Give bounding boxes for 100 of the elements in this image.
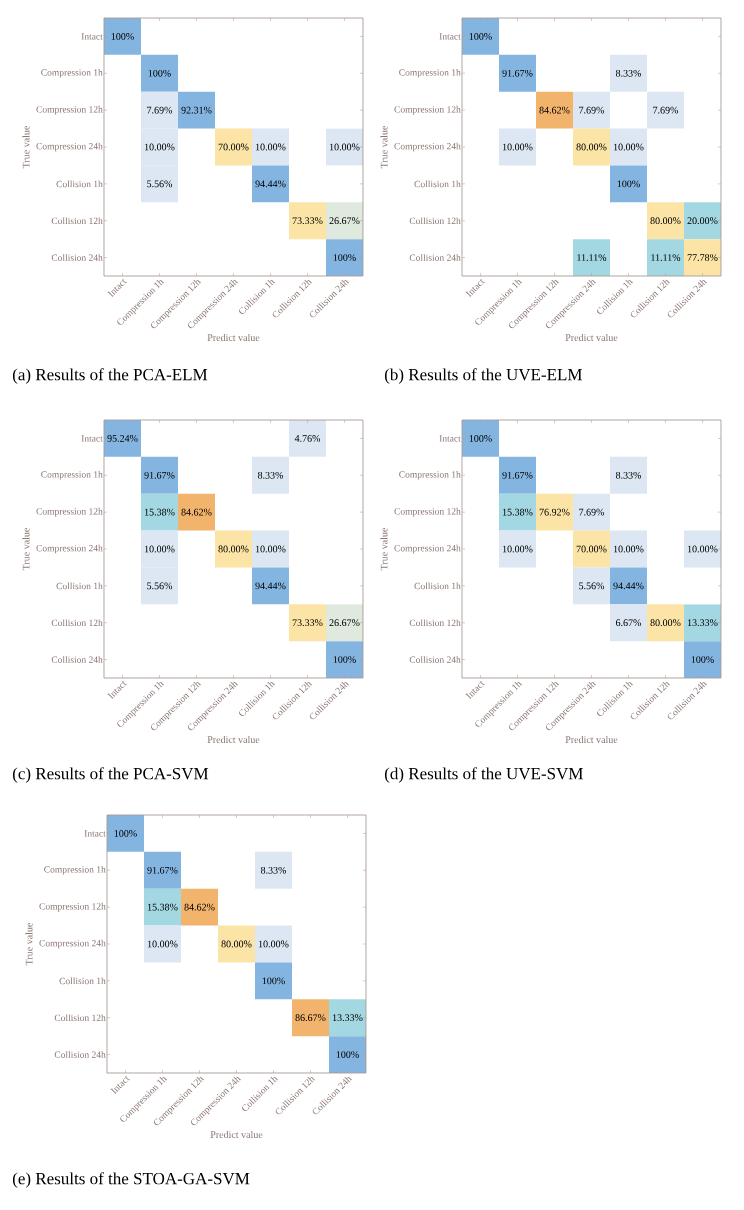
data-label: 84.62% (539, 106, 570, 114)
y-tick-label: Collision 1h (414, 180, 461, 188)
data-label: 8.33% (257, 471, 284, 479)
data-label: 10.00% (502, 545, 533, 553)
data-label: 91.67% (502, 69, 533, 77)
data-label: 10.00% (255, 545, 286, 553)
y-tick-label: Compression 24h (36, 544, 103, 554)
y-tick-label: Collision 12h (54, 1014, 106, 1022)
y-tick-label: Compression 1h (44, 865, 106, 875)
data-label: 13.33% (687, 619, 718, 627)
data-label: 10.00% (613, 545, 644, 553)
data-label: 92.31% (181, 106, 212, 114)
y-tick-label: Collision 1h (56, 582, 103, 590)
data-label: 94.44% (255, 180, 286, 188)
data-label: 5.56% (147, 582, 173, 590)
data-label: 77.78% (687, 254, 718, 261)
data-label: 7.69% (147, 106, 173, 114)
x-axis-title: Predict value (210, 1130, 263, 1138)
y-tick-label: Collision 24h (409, 254, 461, 261)
data-label: 80.00% (218, 545, 249, 553)
y-tick-label: Intact (81, 33, 103, 40)
data-label: 100% (469, 435, 492, 442)
data-label: 84.62% (181, 508, 212, 516)
data-label: 10.00% (147, 940, 178, 948)
data-label: 84.62% (184, 903, 215, 911)
data-label: 100% (148, 69, 171, 77)
y-tick-label: Collision 24h (51, 254, 103, 261)
y-tick-label: Compression 1h (41, 470, 103, 480)
y-tick-label: Intact (81, 435, 103, 442)
data-label: 100% (114, 830, 137, 837)
data-label: 15.38% (147, 903, 178, 911)
data-label: 20.00% (687, 217, 718, 225)
y-tick-label: Compression 12h (39, 902, 106, 912)
text: (d) Results of the UVE-SVM (384, 767, 583, 783)
y-tick-label: Compression 12h (394, 507, 461, 517)
y-tick-label: Collision 1h (56, 180, 103, 188)
text: (b) Results of the UVE-ELM (384, 368, 582, 384)
data-label: 15.38% (502, 508, 533, 516)
data-label: 11.11% (577, 254, 607, 261)
y-tick-label: Compression 1h (41, 68, 103, 78)
data-label: 70.00% (218, 143, 249, 151)
data-label: 7.69% (579, 508, 605, 516)
data-label: 10.00% (144, 143, 175, 151)
data-label: 8.33% (615, 471, 642, 479)
data-label: 94.44% (613, 582, 644, 590)
data-label: 94.44% (255, 582, 286, 590)
y-axis-title: True value (22, 528, 30, 571)
data-label: 100% (469, 33, 492, 40)
data-label: 100% (333, 254, 356, 261)
data-label: 73.33% (292, 217, 323, 225)
y-tick-label: Collision 12h (409, 217, 461, 225)
data-label: 10.00% (255, 143, 286, 151)
y-tick-label: Compression 1h (399, 470, 461, 480)
y-axis-title: True value (380, 126, 388, 169)
y-axis-title: True value (25, 923, 33, 966)
data-label: 13.33% (332, 1014, 363, 1022)
data-label: 95.24% (107, 435, 138, 442)
data-label: 7.69% (579, 106, 605, 114)
data-label: 8.33% (260, 866, 287, 874)
y-tick-label: Collision 12h (51, 217, 103, 225)
y-tick-label: Collision 24h (54, 1051, 106, 1058)
y-tick-label: Compression 12h (36, 507, 103, 517)
y-axis-title: True value (22, 126, 30, 169)
data-label: 15.38% (144, 508, 175, 516)
y-tick-label: Collision 24h (409, 656, 461, 663)
text: (c) Results of the PCA-SVM (12, 767, 209, 783)
y-tick-label: Intact (84, 830, 106, 837)
data-label: 76.92% (539, 508, 570, 516)
data-label: 6.67% (616, 619, 642, 627)
y-tick-label: Collision 24h (51, 656, 103, 663)
data-label: 5.56% (579, 582, 605, 590)
data-label: 10.00% (502, 143, 533, 151)
y-tick-label: Compression 24h (394, 142, 461, 152)
data-label: 10.00% (613, 143, 644, 151)
data-label: 10.00% (329, 143, 360, 151)
y-tick-label: Collision 1h (414, 582, 461, 590)
y-axis-title: True value (380, 528, 388, 571)
text: (a) Results of the PCA-ELM (12, 368, 208, 384)
y-tick-label: Collision 12h (51, 619, 103, 627)
data-label: 10.00% (258, 940, 289, 948)
data-label: 91.67% (144, 471, 175, 479)
data-label: 7.69% (653, 106, 679, 114)
data-label: 100% (262, 977, 285, 985)
x-axis-title: Predict value (565, 735, 618, 743)
y-tick-label: Intact (439, 435, 461, 442)
data-label: 10.00% (687, 545, 718, 553)
x-axis-title: Predict value (207, 735, 260, 743)
data-label: 80.00% (650, 217, 681, 225)
x-axis-title: Predict value (565, 333, 618, 341)
y-tick-label: Compression 24h (394, 544, 461, 554)
data-label: 26.67% (329, 619, 360, 627)
data-label: 26.67% (329, 217, 360, 225)
data-label: 100% (333, 656, 356, 663)
data-label: 100% (111, 33, 134, 40)
data-label: 100% (691, 656, 714, 663)
y-tick-label: Collision 12h (409, 619, 461, 627)
text: (e) Results of the STOA-GA-SVM (12, 1172, 250, 1188)
x-axis-title: Predict value (207, 333, 260, 341)
data-label: 11.11% (651, 254, 681, 261)
data-label: 100% (617, 180, 640, 188)
